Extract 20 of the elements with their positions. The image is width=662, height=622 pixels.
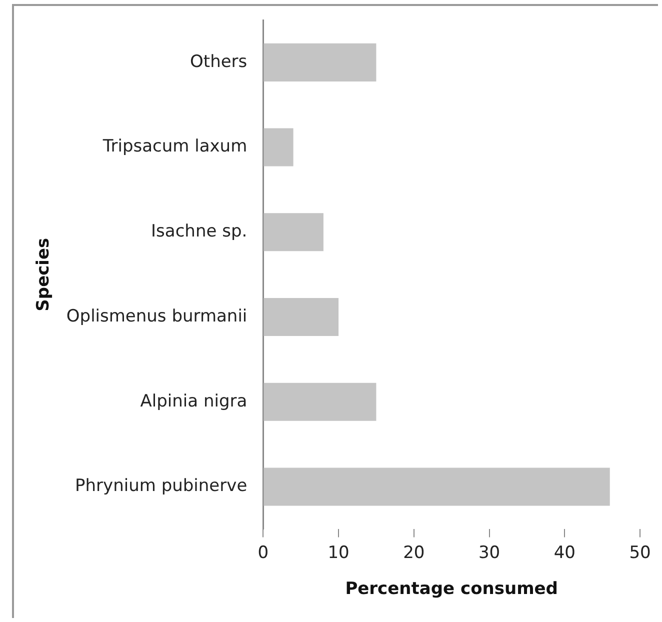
x-tick-label: 50 [629,542,651,563]
bar [264,43,376,82]
x-tick-label: 10 [328,542,350,563]
bar [264,128,294,166]
x-tick-label: 0 [258,542,269,563]
x-tick-label: 30 [478,542,500,563]
bar [264,382,376,421]
y-tick-label: Oplismenus burmanii [66,306,248,326]
x-tick-label: 20 [403,542,425,563]
y-tick-label: Tripsacum laxum [102,136,248,157]
y-tick-label: Isachne sp. [151,222,248,242]
y-tick-label: Others [190,52,248,72]
bar [264,298,339,336]
bar [264,468,610,506]
y-tick-label: Phrynium pubinerve [75,476,248,496]
x-tick-label: 40 [554,542,576,563]
x-axis-title: Percentage consumed [345,579,558,600]
bar [264,213,324,252]
y-axis-title: Species [34,238,54,312]
y-tick-label: Alpinia nigra [140,391,248,412]
